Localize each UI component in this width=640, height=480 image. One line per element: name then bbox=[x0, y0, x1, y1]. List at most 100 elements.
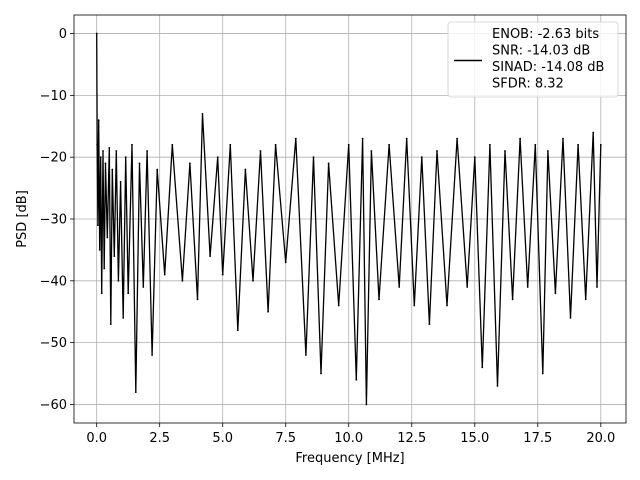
psd-data-point bbox=[138, 162, 141, 165]
psd-data-point bbox=[209, 255, 212, 257]
y-axis-label: PSD [dB] bbox=[15, 190, 30, 248]
psd-data-point bbox=[124, 156, 127, 159]
psd-data-point bbox=[305, 354, 307, 356]
psd-data-point bbox=[428, 323, 431, 325]
psd-data-point bbox=[156, 168, 159, 171]
x-axis-ticks: 0.0 2.5 5.0 7.5 10.0 12.5 15.0 17.5 20.0 bbox=[86, 423, 615, 446]
psd-data-point bbox=[115, 150, 118, 152]
psd-data-point bbox=[216, 156, 219, 159]
psd-data-point bbox=[473, 156, 476, 159]
psd-data-point bbox=[599, 143, 602, 146]
psd-data-point bbox=[398, 286, 401, 288]
x-tick-label: 0.0 bbox=[86, 431, 107, 446]
psd-data-point bbox=[481, 366, 484, 369]
psd-data-point bbox=[163, 273, 166, 276]
psd-data-point bbox=[436, 150, 438, 152]
psd-data-point bbox=[108, 147, 111, 149]
psd-data-point bbox=[131, 143, 133, 146]
psd-data-point bbox=[519, 137, 521, 140]
y-tick-label: −60 bbox=[40, 398, 67, 413]
x-tick-label: 5.0 bbox=[212, 431, 233, 446]
x-tick-label: 10.0 bbox=[334, 431, 363, 446]
legend-box bbox=[447, 21, 619, 98]
psd-data-point bbox=[446, 304, 448, 307]
y-axis-ticks: 0 −10 −20 −30 −40 −50 −60 bbox=[40, 27, 74, 413]
psd-data-point bbox=[405, 137, 408, 140]
psd-data-point bbox=[102, 150, 104, 152]
psd-data-point bbox=[109, 323, 112, 325]
psd-data-point bbox=[370, 150, 373, 152]
psd-data-point bbox=[103, 267, 106, 270]
x-tick-label: 7.5 bbox=[275, 431, 296, 446]
psd-data-point bbox=[466, 286, 469, 288]
psd-data-point bbox=[413, 304, 416, 307]
psd-data-point bbox=[534, 143, 537, 146]
psd-data-point bbox=[592, 131, 595, 134]
psd-data-point bbox=[456, 137, 458, 140]
psd-data-point bbox=[378, 298, 380, 301]
psd-data-point bbox=[562, 137, 564, 140]
psd-data-point bbox=[96, 143, 99, 146]
psd-data-point bbox=[511, 298, 514, 301]
y-tick-label: −40 bbox=[40, 274, 67, 289]
psd-data-point bbox=[221, 273, 224, 276]
psd-data-point bbox=[196, 298, 199, 301]
psd-data-point bbox=[151, 354, 154, 356]
psd-data-point bbox=[119, 181, 122, 183]
series-layer bbox=[95, 32, 602, 406]
psd-data-point bbox=[259, 150, 262, 152]
psd-data-point bbox=[171, 143, 174, 146]
psd-data-point bbox=[312, 156, 315, 159]
legend-enob: ENOB: -2.63 bits bbox=[492, 27, 599, 42]
y-tick-label: −20 bbox=[40, 151, 67, 166]
psd-data-point bbox=[104, 162, 107, 165]
psd-data-point bbox=[496, 385, 499, 387]
psd-data-point bbox=[284, 261, 287, 264]
psd-data-point bbox=[337, 304, 340, 307]
legend-snr: SNR: -14.03 dB bbox=[492, 44, 590, 59]
psd-data-point bbox=[547, 150, 549, 152]
psd-data-point bbox=[99, 156, 102, 159]
psd-data-point bbox=[347, 143, 350, 146]
psd-data-point bbox=[526, 286, 529, 288]
psd-data-point bbox=[355, 378, 358, 381]
psd-data-point bbox=[117, 279, 120, 282]
psd-data-point bbox=[201, 113, 204, 115]
psd-data-point bbox=[97, 119, 100, 121]
psd-data-point bbox=[95, 32, 98, 35]
psd-data-point bbox=[504, 150, 506, 152]
x-tick-label: 2.5 bbox=[149, 431, 170, 446]
legend-sinad: SINAD: -14.08 dB bbox=[492, 60, 604, 75]
x-tick-label: 12.5 bbox=[397, 431, 426, 446]
psd-data-point bbox=[229, 143, 232, 146]
y-tick-label: −30 bbox=[40, 213, 67, 228]
legend-sfdr: SFDR: 8.32 bbox=[492, 77, 564, 92]
psd-data-point bbox=[327, 162, 330, 165]
psd-data-point bbox=[294, 137, 297, 140]
psd-data-point bbox=[365, 403, 368, 406]
psd-data-point bbox=[97, 224, 99, 227]
psd-data-point bbox=[569, 317, 572, 319]
psd-data-point bbox=[113, 255, 116, 257]
y-tick-label: 0 bbox=[59, 27, 67, 42]
psd-data-point bbox=[420, 156, 423, 159]
psd-data-point bbox=[146, 150, 149, 152]
x-tick-label: 17.5 bbox=[523, 431, 552, 446]
legend: ENOB: -2.63 bits SNR: -14.03 dB SINAD: -… bbox=[447, 21, 619, 98]
psd-data-point bbox=[577, 143, 579, 146]
psd-data-point bbox=[134, 391, 137, 393]
psd-data-point bbox=[189, 162, 191, 165]
y-tick-label: −10 bbox=[40, 89, 67, 104]
psd-data-point bbox=[388, 143, 390, 146]
psd-data-point bbox=[489, 143, 491, 146]
y-tick-label: −50 bbox=[40, 336, 67, 351]
psd-series-line bbox=[96, 33, 602, 406]
psd-data-point bbox=[244, 168, 247, 171]
psd-data-point bbox=[584, 298, 587, 301]
x-axis-label: Frequency [MHz] bbox=[295, 451, 404, 466]
psd-data-point bbox=[554, 292, 557, 295]
psd-data-point bbox=[236, 329, 239, 332]
psd-data-point bbox=[361, 137, 364, 140]
psd-data-point bbox=[267, 310, 269, 313]
